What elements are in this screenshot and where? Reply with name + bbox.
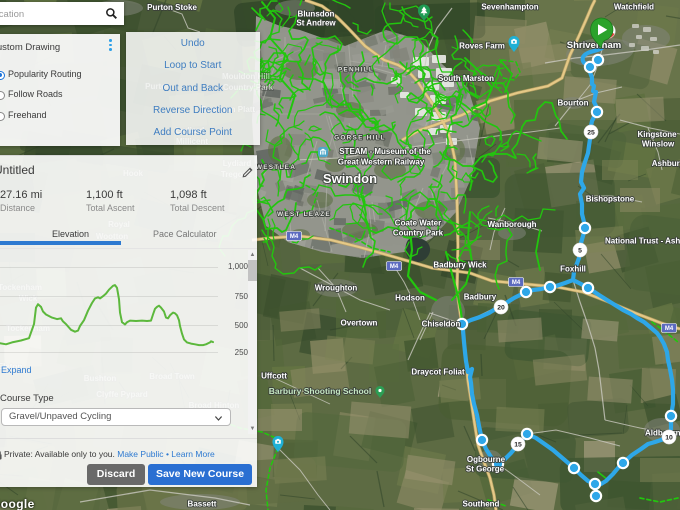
svg-text:WEST LEAZE: WEST LEAZE <box>277 211 331 218</box>
svg-text:Badbury: Badbury <box>464 293 497 302</box>
svg-text:Coate Water: Coate Water <box>395 219 441 228</box>
svg-text:Kingstone: Kingstone <box>637 130 677 139</box>
svg-text:Bourton: Bourton <box>557 99 588 108</box>
svg-text:M4: M4 <box>390 264 399 270</box>
svg-text:Bassett: Bassett <box>188 500 217 509</box>
svg-text:Uffcott: Uffcott <box>261 372 287 381</box>
svg-text:PENHILL: PENHILL <box>338 67 374 74</box>
svg-text:National Trust - Ashb: National Trust - Ashb <box>605 237 680 246</box>
svg-text:Wanborough: Wanborough <box>487 220 536 229</box>
svg-text:Roves Farm: Roves Farm <box>459 42 505 51</box>
svg-text:Wroughton: Wroughton <box>315 284 358 293</box>
svg-text:Ogbourne: Ogbourne <box>467 455 506 464</box>
svg-text:Aldbourn: Aldbourn <box>645 429 680 438</box>
svg-text:Sevenhampton: Sevenhampton <box>481 3 538 12</box>
svg-text:Country Park: Country Park <box>393 229 444 238</box>
svg-text:Watchfield: Watchfield <box>614 3 654 12</box>
svg-text:Great Western Railway: Great Western Railway <box>338 158 425 167</box>
svg-text:Blunsdon: Blunsdon <box>298 10 335 19</box>
svg-text:Barbury Shooting School: Barbury Shooting School <box>269 386 371 396</box>
svg-text:Winslow: Winslow <box>642 140 675 149</box>
svg-text:M4: M4 <box>512 280 521 286</box>
svg-text:M4: M4 <box>665 326 674 332</box>
svg-text:Chiseldon: Chiseldon <box>422 320 461 329</box>
svg-text:10: 10 <box>665 434 673 441</box>
svg-text:St Andrew: St Andrew <box>296 19 336 28</box>
svg-text:M4: M4 <box>290 234 299 240</box>
svg-text:South Marston: South Marston <box>438 74 494 83</box>
svg-text:Shrivenham: Shrivenham <box>567 40 621 51</box>
svg-text:Southend: Southend <box>463 500 500 509</box>
svg-text:5: 5 <box>578 247 582 254</box>
svg-text:Hodson: Hodson <box>395 294 425 303</box>
svg-text:St George: St George <box>466 465 505 474</box>
svg-text:Ashbury: Ashbury <box>652 159 680 168</box>
svg-text:Swindon: Swindon <box>323 171 377 186</box>
svg-text:WESTLEA: WESTLEA <box>256 164 296 171</box>
svg-text:STEAM - Museum of the: STEAM - Museum of the <box>339 147 431 156</box>
svg-text:25: 25 <box>587 129 595 136</box>
svg-text:Purton Stoke: Purton Stoke <box>147 3 197 12</box>
svg-text:GORSE HILL: GORSE HILL <box>334 135 386 142</box>
svg-text:20: 20 <box>497 304 505 311</box>
svg-text:Badbury Wick: Badbury Wick <box>433 261 487 270</box>
svg-text:Foxhill: Foxhill <box>560 265 586 274</box>
svg-text:Draycot Foliat: Draycot Foliat <box>411 368 465 377</box>
svg-text:Bishopstone: Bishopstone <box>586 195 635 204</box>
svg-text:Overtown: Overtown <box>341 319 378 328</box>
svg-text:15: 15 <box>514 441 522 448</box>
